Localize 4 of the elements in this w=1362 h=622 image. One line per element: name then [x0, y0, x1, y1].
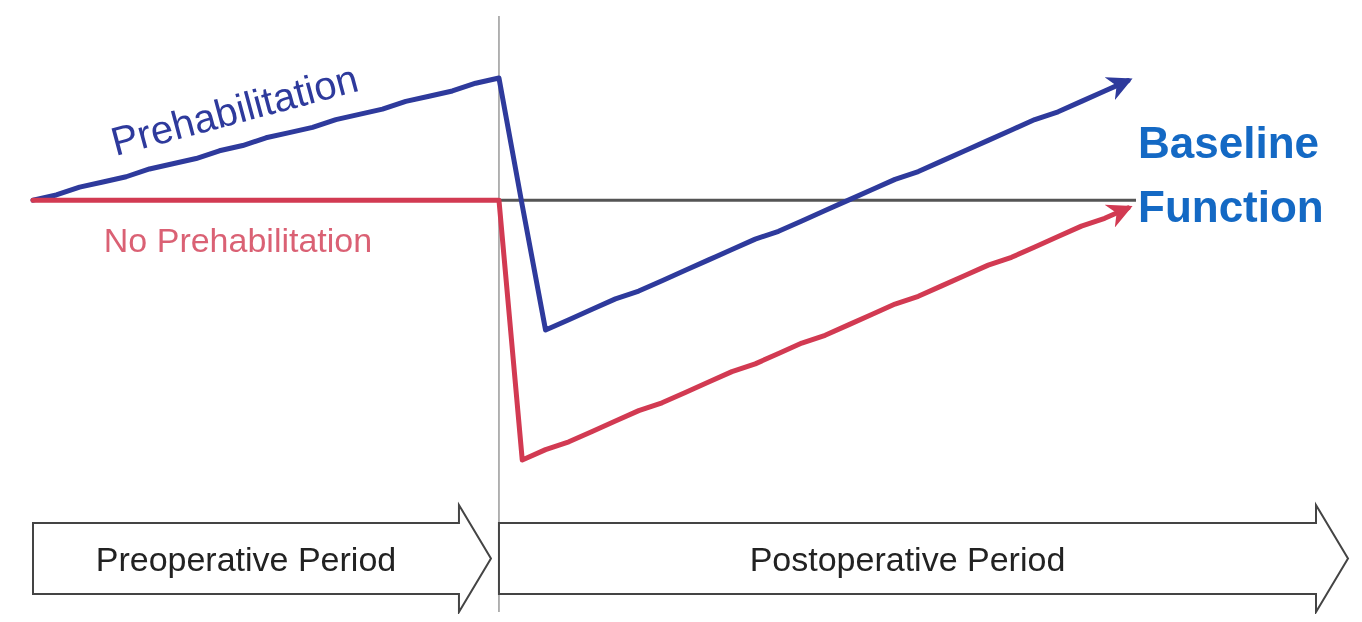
text: Postoperative Period: [749, 539, 1066, 578]
series-label: No Prehabilitation: [103, 221, 373, 260]
text: Baseline Function: [1138, 118, 1324, 232]
text: Preoperative Period: [95, 539, 397, 578]
